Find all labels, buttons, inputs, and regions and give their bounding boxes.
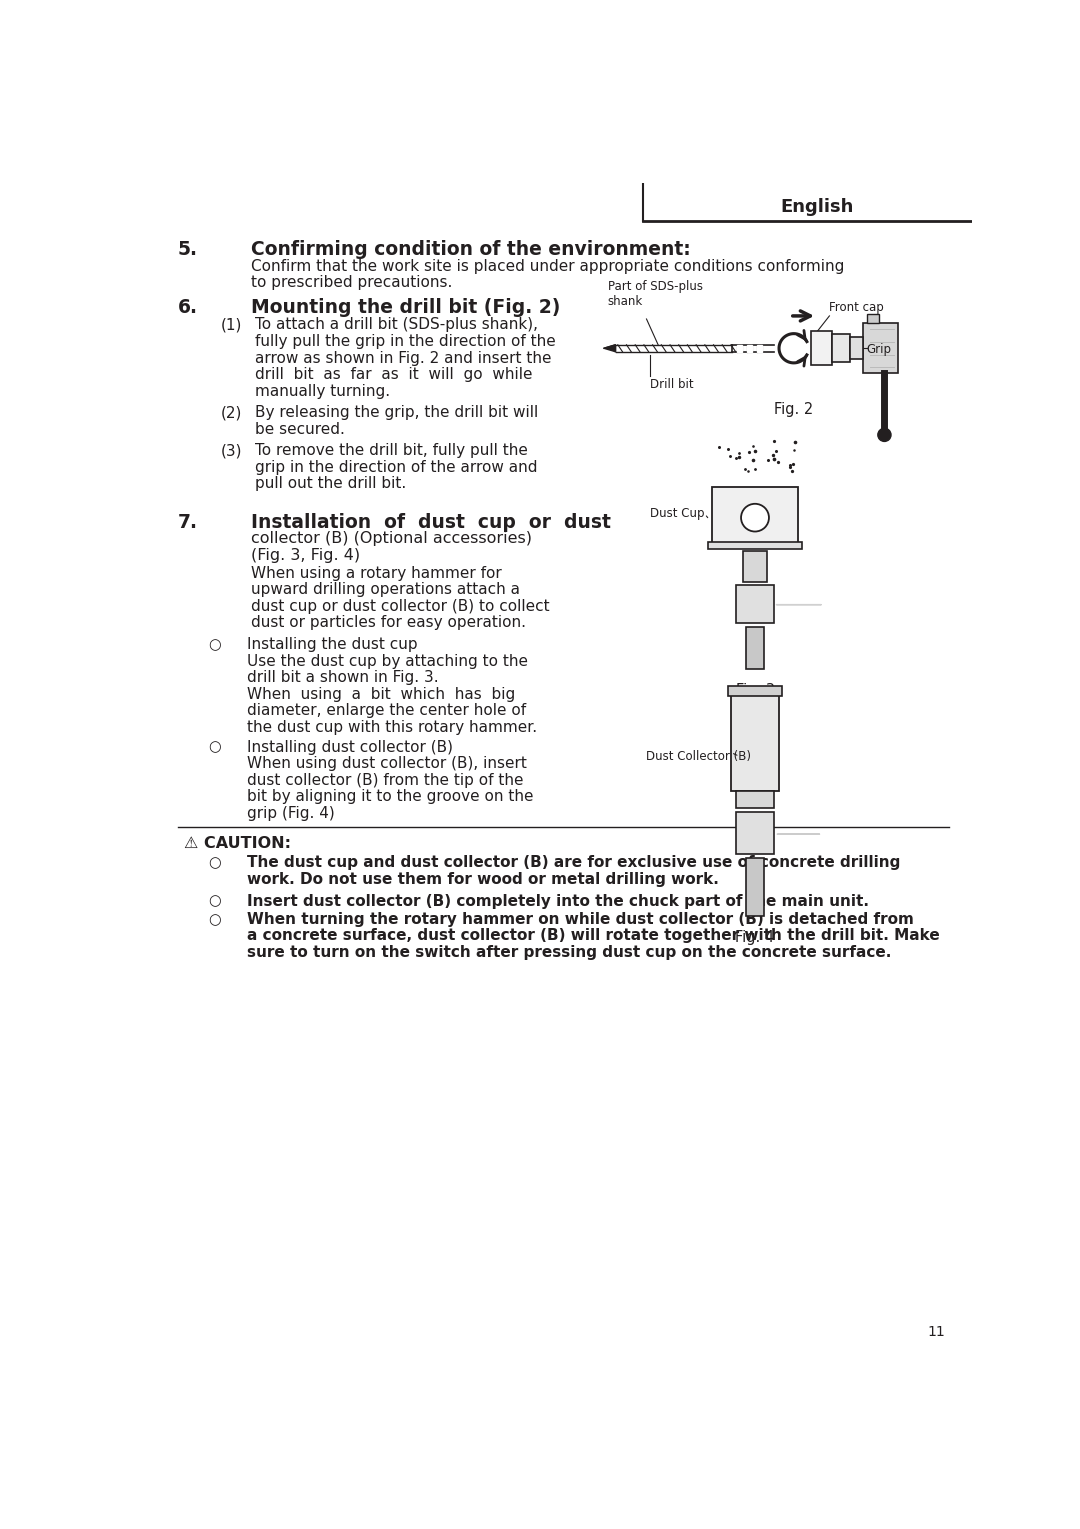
Text: Drill bit: Drill bit <box>650 378 694 390</box>
Text: drill bit a shown in Fig. 3.: drill bit a shown in Fig. 3. <box>247 670 438 685</box>
Text: dust or particles for easy operation.: dust or particles for easy operation. <box>252 616 526 630</box>
Bar <box>757 346 762 352</box>
Text: a concrete surface, dust collector (B) will rotate together with the drill bit. : a concrete surface, dust collector (B) w… <box>247 928 940 943</box>
Text: Fig. 2: Fig. 2 <box>774 402 813 417</box>
Text: fully pull the grip in the direction of the: fully pull the grip in the direction of … <box>255 333 556 349</box>
Text: Grip: Grip <box>866 344 892 356</box>
Bar <box>864 323 899 373</box>
Text: Use the dust cup by attaching to the: Use the dust cup by attaching to the <box>247 653 528 668</box>
Text: ○: ○ <box>208 911 221 927</box>
Text: pull out the drill bit.: pull out the drill bit. <box>255 477 406 491</box>
Text: To attach a drill bit (SDS-plus shank),: To attach a drill bit (SDS-plus shank), <box>255 318 538 332</box>
Text: Confirm that the work site is placed under appropriate conditions conforming: Confirm that the work site is placed und… <box>252 258 845 274</box>
Text: Dust Cup: Dust Cup <box>650 508 705 520</box>
Text: Front cap: Front cap <box>829 301 885 315</box>
Text: 5.: 5. <box>177 240 198 260</box>
Text: English: English <box>781 197 853 216</box>
Bar <box>707 541 802 549</box>
Text: the dust cup with this rotary hammer.: the dust cup with this rotary hammer. <box>247 720 538 735</box>
Text: When turning the rotary hammer on while dust collector (B) is detached from: When turning the rotary hammer on while … <box>247 911 915 927</box>
Bar <box>735 812 774 855</box>
Text: ○: ○ <box>208 856 221 870</box>
Text: dust cup or dust collector (B) to collect: dust cup or dust collector (B) to collec… <box>252 599 550 613</box>
Text: ○: ○ <box>208 740 221 755</box>
Bar <box>833 335 850 362</box>
Bar <box>743 550 768 581</box>
Text: 11: 11 <box>927 1326 945 1339</box>
Text: Installing the dust cup: Installing the dust cup <box>247 638 418 651</box>
Text: drill  bit  as  far  as  it  will  go  while: drill bit as far as it will go while <box>255 367 532 382</box>
Text: (3): (3) <box>220 443 242 459</box>
Text: Fig. 4: Fig. 4 <box>735 930 774 945</box>
Bar <box>728 687 782 696</box>
Text: (Fig. 3, Fig. 4): (Fig. 3, Fig. 4) <box>252 547 361 563</box>
Text: dust collector (B) from the tip of the: dust collector (B) from the tip of the <box>247 772 524 787</box>
Text: grip (Fig. 4): grip (Fig. 4) <box>247 806 335 821</box>
Text: Installation  of  dust  cup  or  dust: Installation of dust cup or dust <box>252 512 611 532</box>
Text: The dust cup and dust collector (B) are for exclusive use of concrete drilling: The dust cup and dust collector (B) are … <box>247 856 901 870</box>
Text: manually turning.: manually turning. <box>255 384 390 399</box>
Polygon shape <box>604 346 616 352</box>
Text: When  using  a  bit  which  has  big: When using a bit which has big <box>247 687 515 702</box>
Text: (1): (1) <box>220 318 242 332</box>
Text: To remove the drill bit, fully pull the: To remove the drill bit, fully pull the <box>255 443 528 459</box>
Text: upward drilling operations attach a: upward drilling operations attach a <box>252 583 521 598</box>
Bar <box>746 627 764 670</box>
Text: grip in the direction of the arrow and: grip in the direction of the arrow and <box>255 460 538 476</box>
Circle shape <box>878 428 891 442</box>
Bar <box>867 313 879 323</box>
Text: When using a rotary hammer for: When using a rotary hammer for <box>252 566 502 581</box>
Text: By releasing the grip, the drill bit will: By releasing the grip, the drill bit wil… <box>255 405 538 420</box>
Text: Part of SDS-plus
shank: Part of SDS-plus shank <box>608 280 703 309</box>
Bar <box>811 332 833 365</box>
Text: When using dust collector (B), insert: When using dust collector (B), insert <box>247 757 527 771</box>
Text: 6.: 6. <box>177 298 198 318</box>
Text: Installing dust collector (B): Installing dust collector (B) <box>247 740 454 755</box>
Text: be secured.: be secured. <box>255 422 345 437</box>
Text: Dust Collector (B): Dust Collector (B) <box>647 749 752 763</box>
Text: arrow as shown in Fig. 2 and insert the: arrow as shown in Fig. 2 and insert the <box>255 350 552 365</box>
Bar <box>713 486 798 544</box>
Text: ⚠ CAUTION:: ⚠ CAUTION: <box>184 836 291 850</box>
Text: ○: ○ <box>208 893 221 908</box>
Text: diameter, enlarge the center hole of: diameter, enlarge the center hole of <box>247 703 527 719</box>
Text: sure to turn on the switch after pressing dust cup on the concrete surface.: sure to turn on the switch after pressin… <box>247 945 892 960</box>
Text: Confirming condition of the environment:: Confirming condition of the environment: <box>252 240 691 260</box>
Text: Fig. 3: Fig. 3 <box>735 683 774 699</box>
Text: ○: ○ <box>208 638 221 651</box>
Bar <box>738 346 742 352</box>
Bar <box>737 790 773 807</box>
Circle shape <box>741 503 769 532</box>
Text: collector (B) (Optional accessories): collector (B) (Optional accessories) <box>252 531 532 546</box>
Text: to prescribed precautions.: to prescribed precautions. <box>252 275 453 291</box>
Text: (2): (2) <box>220 405 242 420</box>
Text: Mounting the drill bit (Fig. 2): Mounting the drill bit (Fig. 2) <box>252 298 561 318</box>
Text: 7.: 7. <box>177 512 198 532</box>
Bar <box>850 338 864 359</box>
Bar <box>747 346 752 352</box>
Text: Insert dust collector (B) completely into the chuck part of the main unit.: Insert dust collector (B) completely int… <box>247 893 869 908</box>
Bar <box>737 584 773 624</box>
Text: bit by aligning it to the groove on the: bit by aligning it to the groove on the <box>247 789 534 804</box>
Bar <box>731 691 779 790</box>
Text: work. Do not use them for wood or metal drilling work.: work. Do not use them for wood or metal … <box>247 872 719 887</box>
Bar <box>746 858 764 916</box>
